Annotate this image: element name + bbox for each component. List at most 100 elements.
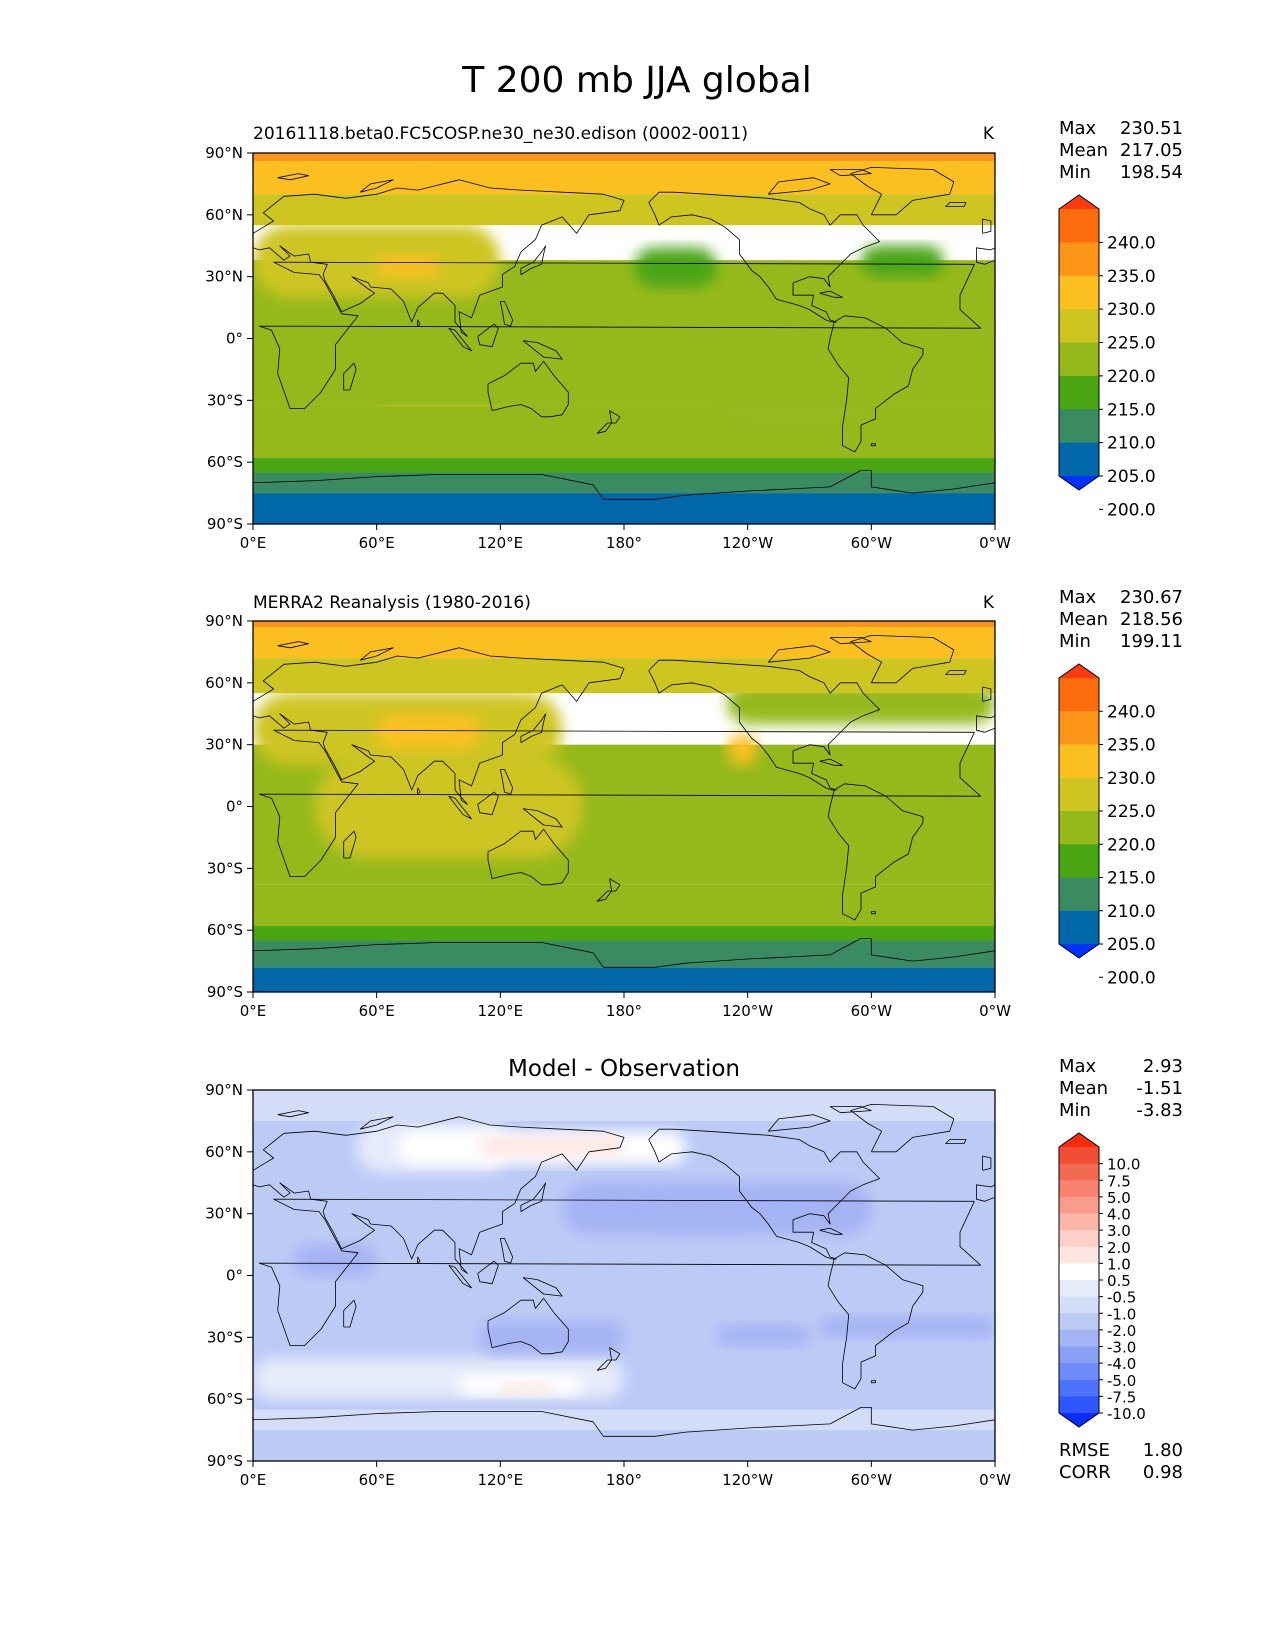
x-tick-label: 60°E (359, 534, 395, 552)
field-region (654, 1193, 748, 1231)
coastline-path (520, 245, 547, 275)
y-tick-label: 60°N (205, 674, 243, 692)
colorbar-tick-label: 235.0 (1107, 267, 1156, 287)
colorbar-segment (1059, 1180, 1099, 1198)
y-tick-label: 30°S (207, 859, 243, 877)
coastline-path (819, 1227, 843, 1235)
field-region (253, 153, 995, 162)
coastline-path (487, 1297, 569, 1355)
coastline-path (767, 1114, 831, 1132)
coastline-path (596, 1359, 612, 1371)
coastline-path (499, 769, 514, 795)
stat-value-min: 198.54 (1120, 162, 1183, 183)
colorbar-segment (1059, 1196, 1099, 1214)
coastline-path (982, 1155, 992, 1171)
coastline-path (258, 261, 981, 409)
panel-title-left: MERRA2 Reanalysis (1980-2016) (253, 593, 531, 613)
colorbar-segment (1059, 375, 1099, 410)
colorbar-tick-label: 215.0 (1107, 400, 1156, 420)
coastline-path (945, 1139, 967, 1144)
colorbar: 240.0 235.0 230.0 225.0 220.0 215.0 210.0 205.0… (1058, 194, 1156, 520)
coastline-path (819, 290, 843, 298)
colorbar-segment (1059, 1379, 1099, 1397)
colorbar-segment (1059, 777, 1099, 812)
coastline-path (253, 647, 625, 805)
y-tick-label: 60°S (207, 1390, 243, 1408)
coastlines (253, 635, 995, 968)
y-tick-label: 90°S (207, 515, 243, 533)
colorbar-segment (1059, 242, 1099, 277)
field-region (253, 1090, 995, 1121)
colorbar-tick-label: 210.0 (1107, 902, 1156, 922)
y-tick-label: 60°N (205, 1143, 243, 1161)
field-region (861, 245, 944, 277)
coastline-path (520, 1182, 547, 1212)
field-region (253, 621, 995, 628)
colorbar-tick-label: 3.0 (1107, 1222, 1131, 1240)
coastline-path (982, 686, 992, 702)
stat-value-max: 230.51 (1120, 118, 1183, 139)
coastline-path (253, 1407, 995, 1437)
coastline-path (829, 169, 872, 177)
x-tick-label: 60°E (359, 1471, 395, 1489)
stat-label-mean: Mean (1059, 140, 1108, 161)
panel-title-center: Model - Observation (508, 1056, 740, 1082)
stat-value-mean: 217.05 (1120, 140, 1183, 161)
x-tick-label: 120°E (478, 1002, 524, 1020)
y-tick-label: 60°S (207, 921, 243, 939)
colorbar-tick-label: 200.0 (1107, 968, 1156, 988)
colorbar-tick-label: 2.0 (1107, 1239, 1131, 1257)
colorbar-segment (1059, 744, 1099, 779)
panel-units: K (983, 593, 995, 613)
colorbar-segment (1059, 1263, 1099, 1281)
coastline-path (976, 1184, 995, 1202)
coastline-path (253, 1116, 625, 1274)
coastline-path (277, 1110, 309, 1118)
y-tick-label: 30°S (207, 1328, 243, 1346)
colorbar-segment (1059, 442, 1099, 477)
axis-ticks: 0°E 60°E 120°E 180° 120°W 60°W 0°W 90°N 60°N 30°N… (205, 1081, 1011, 1489)
colorbar-segment (1059, 877, 1099, 912)
coastline-path (253, 179, 625, 337)
stat-label-min: Min (1059, 162, 1091, 183)
colorbar-segment (1059, 342, 1099, 377)
coastline-path (976, 715, 995, 733)
coastline-path (850, 635, 955, 684)
colorbar-segment (1059, 678, 1099, 712)
field-region (819, 1316, 995, 1338)
coastline-path (870, 911, 876, 915)
field-fill (253, 1090, 995, 1461)
stats-block: Max 230.51 Mean 217.05 Min 198.54 (1059, 118, 1183, 183)
axis-ticks: 0°E 60°E 120°E 180° 120°W 60°W 0°W 90°N 60°N 30°N… (205, 612, 1011, 1020)
field-fill (253, 153, 995, 524)
coastline-path (648, 191, 880, 323)
coastline-path (448, 327, 472, 352)
coastline-path (359, 647, 394, 661)
colorbar-extend-min (1059, 476, 1099, 490)
x-tick-label: 0°E (240, 1471, 267, 1489)
field-region (253, 884, 995, 927)
x-tick-label: 60°W (851, 534, 893, 552)
colorbar-segment (1059, 1313, 1099, 1331)
colorbar-segment (1059, 1230, 1099, 1248)
coastlines (253, 167, 995, 500)
colorbar-tick-label: 210.0 (1107, 434, 1156, 454)
field-region (253, 194, 995, 226)
x-tick-label: 180° (606, 534, 642, 552)
colorbar-tick-label: 220.0 (1107, 367, 1156, 387)
field-region (253, 940, 995, 968)
coastline-path (827, 315, 924, 453)
coastline-path (416, 319, 421, 327)
metric-value-corr: 0.98 (1143, 1462, 1183, 1483)
colorbar-tick-label: 215.0 (1107, 869, 1156, 889)
stat-label-min: Min (1059, 1100, 1091, 1121)
coastline-path (850, 1104, 955, 1153)
stat-value-max: 2.93 (1143, 1056, 1183, 1077)
coastline-path (609, 1347, 621, 1361)
coastline-path (416, 1256, 421, 1264)
coastline-path (359, 179, 394, 193)
coastline-path (829, 637, 872, 645)
y-tick-label: 90°N (205, 1081, 243, 1099)
field-region (500, 1382, 552, 1396)
colorbar-segment (1059, 1246, 1099, 1264)
